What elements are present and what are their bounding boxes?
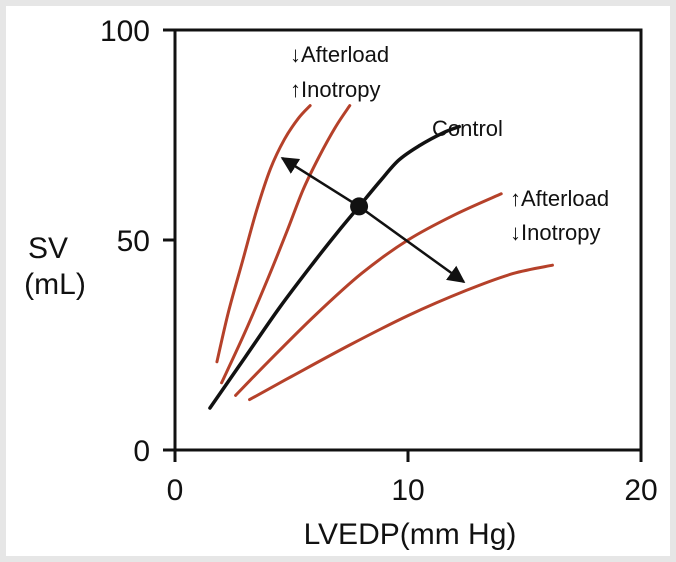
series-line-3 xyxy=(234,192,503,397)
chart-frame xyxy=(6,6,670,556)
x-tick-label-10: 10 xyxy=(391,474,424,507)
annotation-decreased-inotropy: ↓Inotropy xyxy=(510,220,601,245)
y-axis-title-line2: (mL) xyxy=(24,268,86,301)
annotation-decreased-afterload: ↓Afterload xyxy=(290,42,389,67)
direction-arrow-0 xyxy=(280,157,360,208)
direction-arrow-1 xyxy=(358,205,466,284)
y-axis-title-line1: SV xyxy=(28,232,68,265)
series-line-control xyxy=(208,124,462,410)
series-line-4 xyxy=(248,263,554,402)
y-tick-label-50: 50 xyxy=(117,225,150,258)
points-group xyxy=(350,197,369,216)
y-tick-label-0: 0 xyxy=(133,435,150,468)
x-tick-label-0: 0 xyxy=(167,474,184,507)
annotation-increased-inotropy: ↑Inotropy xyxy=(290,77,381,102)
x-tick-label-20: 20 xyxy=(624,474,657,507)
series-line-2 xyxy=(220,104,352,385)
x-axis-title: LVEDP(mm Hg) xyxy=(304,518,517,551)
annotation-control: Control xyxy=(432,116,503,141)
series-line-1 xyxy=(215,104,312,364)
arrows-group xyxy=(280,157,466,284)
operating-point-0 xyxy=(350,197,369,216)
y-tick-label-100: 100 xyxy=(100,15,150,48)
curves-group xyxy=(208,104,554,410)
ticks-group xyxy=(163,28,643,462)
annotation-increased-afterload: ↑Afterload xyxy=(510,186,609,211)
